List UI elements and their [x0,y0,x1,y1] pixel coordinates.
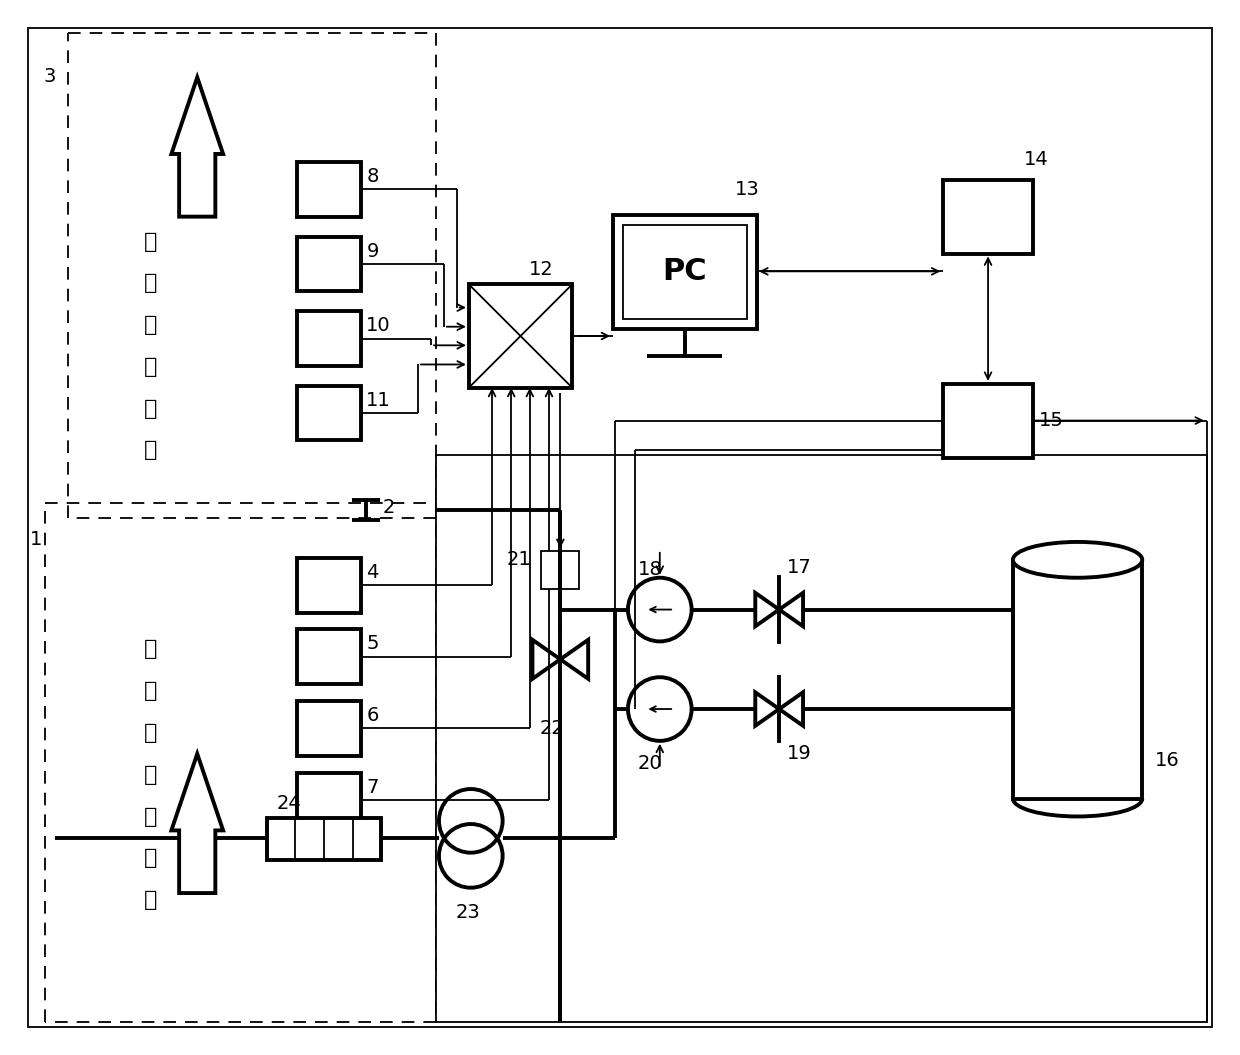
Bar [296,630,361,685]
Text: 高: 高 [144,639,157,659]
Bar [296,772,361,827]
Text: 9: 9 [366,242,378,261]
Text: 10: 10 [366,316,391,335]
Bar [469,284,572,388]
Bar [296,311,361,366]
Text: 18: 18 [637,560,662,579]
Text: 24: 24 [277,794,301,813]
Text: 22: 22 [539,720,564,738]
Bar [1013,560,1142,799]
Text: 4: 4 [366,562,378,581]
Text: 压: 压 [144,682,157,702]
Text: 13: 13 [735,179,760,198]
Text: 11: 11 [366,390,391,409]
Text: 23: 23 [456,903,481,922]
Text: 2: 2 [382,498,394,517]
Text: 天: 天 [144,723,157,743]
Text: 7: 7 [366,778,378,797]
Bar [296,386,361,440]
Bar [613,214,758,329]
Bar [296,161,361,216]
Text: 5: 5 [366,634,379,653]
Text: 然: 然 [144,765,157,785]
Text: 6: 6 [366,706,378,725]
Text: 然: 然 [144,357,157,377]
Text: 8: 8 [366,167,378,186]
Text: 管: 管 [144,399,157,419]
Text: 气: 气 [144,806,157,826]
Bar [267,819,381,860]
Ellipse shape [1013,542,1142,578]
Text: 12: 12 [528,261,553,280]
Text: PC: PC [662,256,707,286]
Bar [296,558,361,613]
Polygon shape [171,77,223,216]
Text: 1: 1 [30,530,42,549]
Text: 20: 20 [637,754,662,773]
Text: 线: 线 [144,890,157,910]
Polygon shape [171,754,223,894]
Text: 15: 15 [1039,410,1064,429]
Bar [944,179,1033,254]
Bar [622,225,748,319]
Bar [542,551,579,589]
Bar [944,384,1033,458]
Text: 19: 19 [787,744,812,763]
Text: 17: 17 [787,558,812,577]
Text: 21: 21 [507,550,532,569]
Text: 压: 压 [144,273,157,293]
Text: 3: 3 [43,68,56,87]
Text: 天: 天 [144,315,157,335]
Bar [436,456,1207,1022]
Bar [296,236,361,291]
Text: 低: 低 [144,231,157,251]
Text: 16: 16 [1156,751,1180,770]
Text: 14: 14 [1024,150,1049,169]
Text: 线: 线 [144,440,157,460]
Text: 管: 管 [144,848,157,868]
Bar [296,702,361,755]
